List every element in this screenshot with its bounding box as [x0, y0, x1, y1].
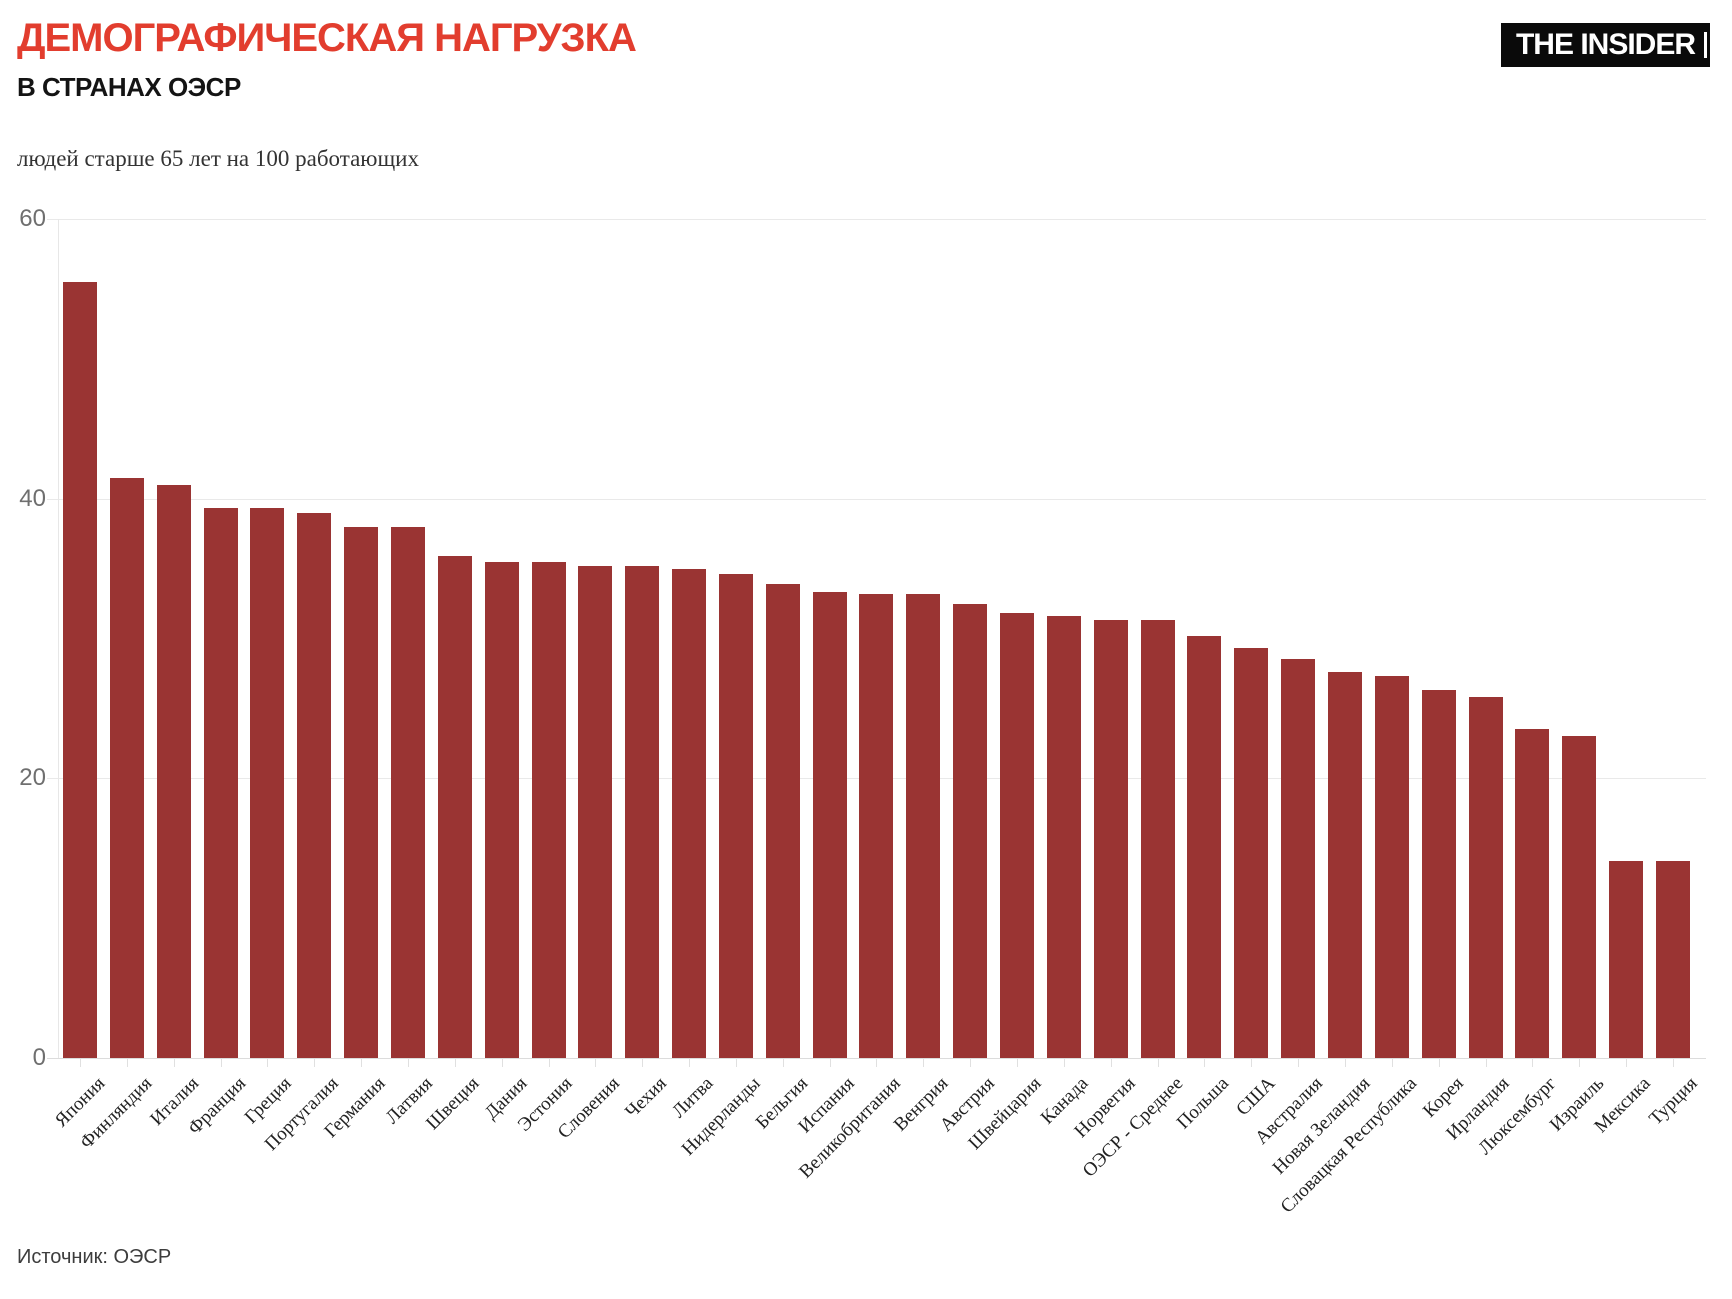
bar	[1375, 676, 1409, 1058]
bar	[250, 508, 284, 1058]
bar	[1328, 672, 1362, 1058]
gridline	[47, 499, 1706, 500]
bar	[297, 513, 331, 1058]
bar	[953, 604, 987, 1058]
x-axis-tick	[689, 1059, 690, 1067]
x-axis-tick	[1439, 1059, 1440, 1067]
bar	[766, 584, 800, 1058]
x-axis-tick	[1017, 1059, 1018, 1067]
x-axis-tick	[970, 1059, 971, 1067]
bar	[438, 556, 472, 1058]
x-axis-tick	[1298, 1059, 1299, 1067]
bar	[813, 592, 847, 1058]
x-axis-line	[47, 1058, 1706, 1059]
gridline	[47, 219, 1706, 220]
x-axis-tick	[361, 1059, 362, 1067]
x-category-label: Турция	[1645, 1073, 1702, 1130]
x-axis-tick	[923, 1059, 924, 1067]
x-axis-tick	[267, 1059, 268, 1067]
bar	[906, 594, 940, 1058]
bar	[1515, 729, 1549, 1058]
bar	[1000, 613, 1034, 1058]
x-axis-tick	[1532, 1059, 1533, 1067]
x-axis-tick	[736, 1059, 737, 1067]
x-axis-tick	[1673, 1059, 1674, 1067]
page-title: ДЕМОГРАФИЧЕСКАЯ НАГРУЗКА	[17, 16, 637, 60]
x-axis-tick	[642, 1059, 643, 1067]
bar	[1234, 648, 1268, 1058]
bar	[110, 478, 144, 1058]
bar	[859, 594, 893, 1058]
x-axis-tick	[221, 1059, 222, 1067]
x-axis-tick	[1158, 1059, 1159, 1067]
bar	[157, 485, 191, 1058]
bar	[1656, 861, 1690, 1058]
x-axis-tick	[1251, 1059, 1252, 1067]
x-axis-tick	[595, 1059, 596, 1067]
bar	[1047, 616, 1081, 1058]
x-axis-tick	[830, 1059, 831, 1067]
logo-text: THE INSIDER	[1515, 28, 1696, 61]
x-axis-tick	[80, 1059, 81, 1067]
y-tick-label: 60	[19, 205, 46, 232]
y-tick-label: 0	[32, 1044, 46, 1071]
x-axis-tick	[1626, 1059, 1627, 1067]
x-axis-tick	[783, 1059, 784, 1067]
x-axis-tick	[502, 1059, 503, 1067]
bar	[63, 282, 97, 1058]
x-axis-tick	[455, 1059, 456, 1067]
bar	[1469, 697, 1503, 1058]
x-axis-tick	[127, 1059, 128, 1067]
x-axis-tick	[1579, 1059, 1580, 1067]
y-tick-label: 20	[19, 764, 46, 791]
x-axis-tick	[1111, 1059, 1112, 1067]
bar	[672, 569, 706, 1058]
x-axis-tick	[1064, 1059, 1065, 1067]
bar	[1187, 636, 1221, 1058]
x-category-label: Чехия	[621, 1073, 671, 1123]
y-tick-label: 40	[19, 485, 46, 512]
x-axis-tick	[174, 1059, 175, 1067]
source-note: Источник: ОЭСР	[17, 1246, 172, 1268]
logo-cursor-mark	[1704, 32, 1707, 58]
bar	[1141, 620, 1175, 1058]
bar	[1422, 690, 1456, 1058]
bar	[344, 527, 378, 1058]
x-axis-tick	[1345, 1059, 1346, 1067]
the-insider-logo: THE INSIDER	[1501, 23, 1710, 67]
bar	[391, 527, 425, 1058]
bar	[1281, 659, 1315, 1058]
x-axis-tick	[1204, 1059, 1205, 1067]
page-subtitle: В СТРАНАХ ОЭСР	[17, 72, 241, 102]
bar	[485, 562, 519, 1058]
bar	[578, 566, 612, 1058]
x-axis-tick	[876, 1059, 877, 1067]
x-axis-tick	[314, 1059, 315, 1067]
bar	[532, 562, 566, 1058]
x-axis-tick	[549, 1059, 550, 1067]
bar	[625, 566, 659, 1058]
x-axis-tick	[408, 1059, 409, 1067]
bar	[719, 574, 753, 1058]
y-axis-title: людей старше 65 лет на 100 работающих	[17, 146, 419, 171]
x-axis-tick	[1392, 1059, 1393, 1067]
bar	[1562, 736, 1596, 1058]
y-axis-line	[58, 219, 59, 1058]
bar	[1094, 620, 1128, 1058]
bar	[1609, 861, 1643, 1058]
x-axis-tick	[1486, 1059, 1487, 1067]
bar	[204, 508, 238, 1058]
